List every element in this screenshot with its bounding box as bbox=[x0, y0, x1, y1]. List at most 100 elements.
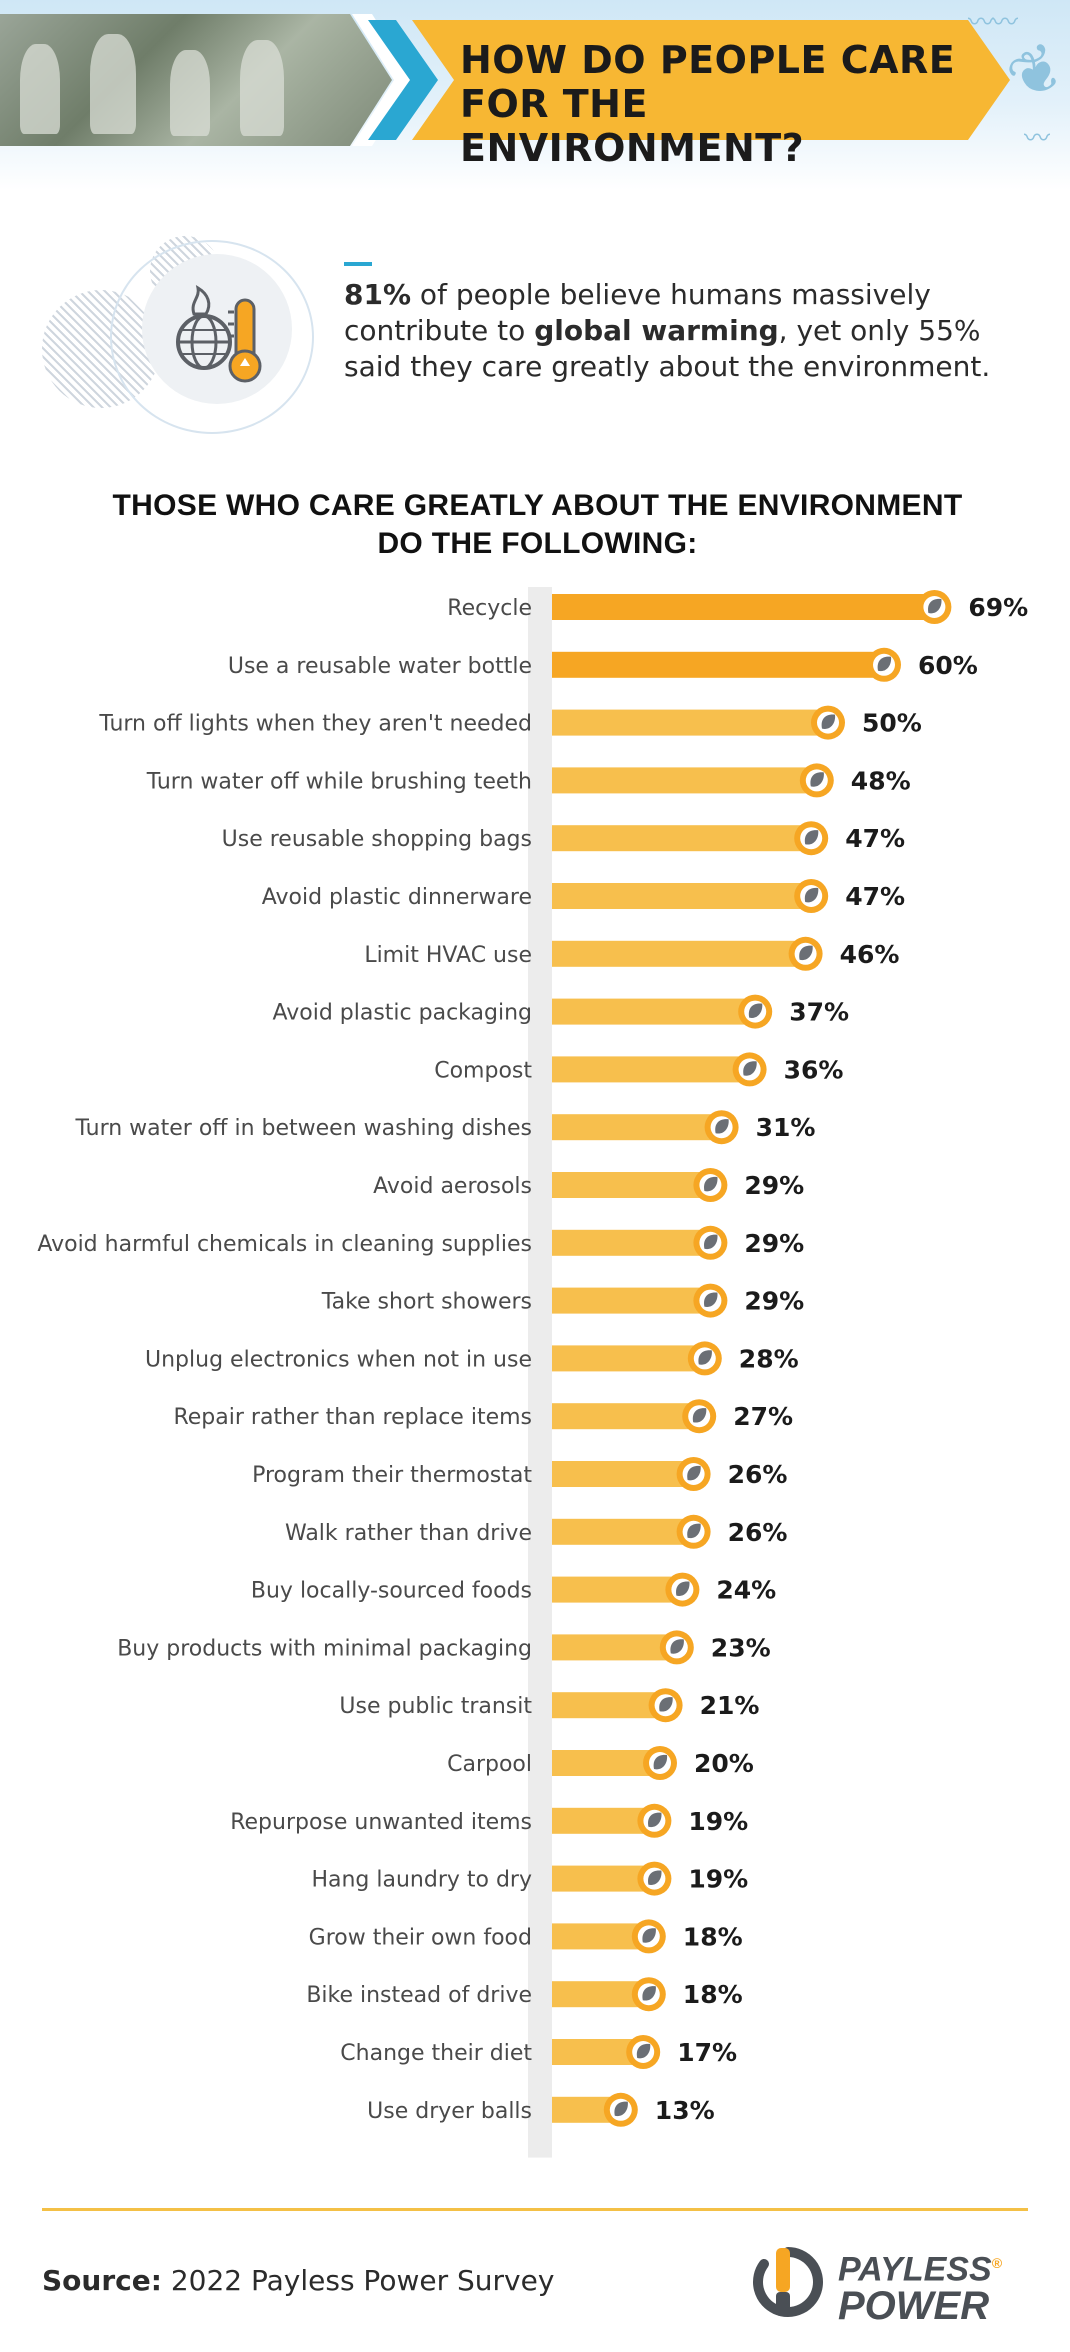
value-label: 13% bbox=[655, 2096, 715, 2125]
leaf-badge-icon bbox=[794, 821, 829, 856]
value-label: 48% bbox=[851, 766, 911, 795]
value-label: 50% bbox=[862, 709, 922, 738]
bar bbox=[552, 1345, 709, 1372]
chart-title-line2: DO THE FOLLOWING: bbox=[377, 527, 698, 560]
leaf-badge-icon bbox=[704, 1110, 739, 1145]
category-label: Bike instead of drive bbox=[306, 1983, 532, 2008]
page-title-line1: HOW DO PEOPLE CARE bbox=[460, 38, 956, 82]
title-banner bbox=[412, 20, 1010, 140]
leaf-badge-icon bbox=[687, 1341, 722, 1376]
category-label: Grow their own food bbox=[309, 1925, 532, 1950]
value-label: 20% bbox=[694, 1749, 754, 1778]
category-label: Turn water off in between washing dishes bbox=[75, 1116, 532, 1141]
source-label: Source: bbox=[42, 2264, 162, 2297]
leaf-badge-icon bbox=[732, 1052, 767, 1087]
category-label: Buy products with minimal packaging bbox=[117, 1636, 532, 1661]
leaf-badge-icon bbox=[738, 994, 773, 1029]
value-label: 21% bbox=[700, 1691, 760, 1720]
intro-text-b: , yet only 55% said they care greatly ab… bbox=[344, 314, 991, 383]
header-banner: HOW DO PEOPLE CARE FOR THE ENVIRONMENT? … bbox=[0, 0, 1070, 190]
bar bbox=[552, 651, 888, 678]
category-label: Recycle bbox=[447, 596, 532, 621]
value-label: 60% bbox=[918, 651, 978, 680]
value-label: 18% bbox=[683, 1980, 743, 2009]
logo-text: PAYLESS® POWER bbox=[838, 2246, 1002, 2326]
bar bbox=[552, 1403, 704, 1430]
category-label: Take short showers bbox=[321, 1290, 532, 1315]
value-label: 29% bbox=[744, 1171, 804, 1200]
category-label: Change their diet bbox=[340, 2041, 532, 2066]
value-label: 24% bbox=[716, 1576, 776, 1605]
value-label: 23% bbox=[711, 1633, 771, 1662]
category-label: Hang laundry to dry bbox=[311, 1868, 532, 1893]
payless-power-logo: PAYLESS® POWER bbox=[748, 2244, 1038, 2326]
leaf-badge-icon bbox=[693, 1283, 728, 1318]
intro-stat: 81% bbox=[344, 278, 412, 311]
bar bbox=[552, 1634, 681, 1661]
intro-text-a: of people believe humans massively contr… bbox=[344, 278, 931, 347]
leaf-badge-icon bbox=[659, 1630, 694, 1665]
logo-line1: PAYLESS bbox=[838, 2250, 992, 2289]
bar bbox=[552, 1172, 715, 1198]
volunteers-photo bbox=[0, 14, 392, 146]
value-label: 17% bbox=[677, 2038, 737, 2067]
value-label: 18% bbox=[683, 1922, 743, 1951]
leaf-badge-icon bbox=[637, 1803, 672, 1838]
leaf-badge-icon bbox=[665, 1572, 700, 1607]
category-label: Carpool bbox=[447, 1752, 532, 1777]
category-label: Avoid aerosols bbox=[373, 1174, 532, 1199]
bar bbox=[552, 1229, 715, 1256]
burning-globe-thermometer-icon bbox=[176, 284, 262, 383]
footer-divider bbox=[42, 2208, 1028, 2211]
intro-accent-dash bbox=[344, 262, 372, 266]
circle-decoration bbox=[110, 240, 314, 434]
bar-shadow-column bbox=[528, 587, 552, 2158]
leaf-badge-icon bbox=[676, 1514, 711, 1549]
leaf-badge-icon bbox=[682, 1399, 717, 1434]
bar bbox=[552, 1518, 698, 1545]
bar bbox=[552, 940, 810, 967]
bar bbox=[552, 1461, 698, 1487]
source-text: 2022 Payless Power Survey bbox=[161, 2264, 555, 2297]
page-title: HOW DO PEOPLE CARE FOR THE ENVIRONMENT? bbox=[460, 38, 980, 170]
category-label: Limit HVAC use bbox=[364, 943, 532, 968]
category-label: Use public transit bbox=[339, 1694, 532, 1719]
bar bbox=[552, 883, 816, 909]
value-label: 26% bbox=[728, 1460, 788, 1489]
leaf-badge-icon bbox=[794, 879, 829, 913]
category-label: Use dryer balls bbox=[367, 2099, 532, 2124]
leaf-badge-icon bbox=[917, 590, 952, 624]
category-label: Turn water off while brushing teeth bbox=[146, 769, 532, 794]
chart-title-line1: THOSE WHO CARE GREATLY ABOUT THE ENVIRON… bbox=[112, 489, 963, 522]
category-label: Avoid plastic dinnerware bbox=[262, 885, 532, 910]
value-label: 36% bbox=[784, 1055, 844, 1084]
page-title-line2: FOR THE ENVIRONMENT? bbox=[460, 82, 805, 170]
category-label: Turn off lights when they aren't needed bbox=[98, 712, 532, 737]
category-label: Unplug electronics when not in use bbox=[145, 1347, 532, 1372]
bar bbox=[552, 594, 939, 620]
leaf-badge-icon bbox=[799, 763, 834, 798]
leaf-badge-icon bbox=[626, 2035, 661, 2069]
category-label: Use a reusable water bottle bbox=[228, 654, 532, 679]
leaf-badge-icon bbox=[867, 647, 901, 682]
value-label: 26% bbox=[728, 1518, 788, 1547]
intro-highlight: global warming bbox=[534, 314, 779, 347]
value-label: 27% bbox=[733, 1402, 793, 1431]
intro-text: 81% of people believe humans massively c… bbox=[344, 277, 1024, 385]
category-label: Program their thermostat bbox=[252, 1463, 532, 1488]
bar bbox=[552, 1056, 754, 1083]
value-label: 46% bbox=[840, 940, 900, 969]
category-label: Walk rather than drive bbox=[285, 1521, 532, 1546]
category-label: Use reusable shopping bags bbox=[222, 827, 532, 852]
intro-icon-circle bbox=[142, 254, 292, 404]
value-label: 31% bbox=[756, 1113, 816, 1142]
power-p-icon bbox=[753, 2247, 823, 2317]
value-label: 37% bbox=[789, 998, 849, 1027]
category-label: Repurpose unwanted items bbox=[230, 1810, 532, 1835]
category-label: Avoid plastic packaging bbox=[272, 1001, 532, 1026]
category-label: Repair rather than replace items bbox=[173, 1405, 532, 1430]
category-label: Buy locally-sourced foods bbox=[251, 1579, 532, 1604]
wave-icon: 〰 bbox=[1024, 124, 1050, 154]
value-label: 47% bbox=[845, 824, 905, 853]
